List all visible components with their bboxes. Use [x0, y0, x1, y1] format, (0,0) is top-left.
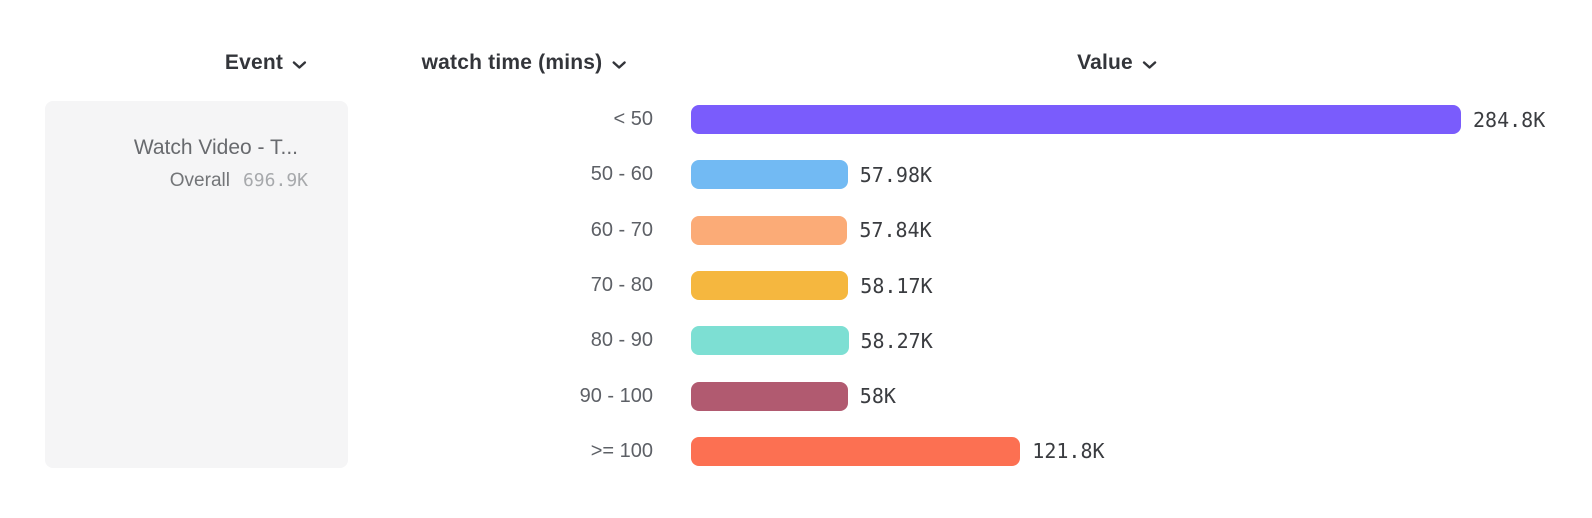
value-label: 58.17K	[860, 273, 933, 298]
category-label: 80 - 90	[590, 329, 653, 352]
bar-row: 90 - 100 58K	[0, 368, 1592, 423]
category-label: 70 - 80	[590, 274, 653, 297]
value-label: 284.8K	[1473, 107, 1546, 132]
category-label: >= 100	[590, 439, 653, 462]
column-header-event[interactable]: Event	[225, 48, 307, 78]
event-name: Watch Video - T...	[133, 136, 298, 159]
column-header-event-label: Event	[224, 51, 284, 74]
bar[interactable]	[691, 160, 848, 190]
bar-row: 50 - 60 57.98K	[0, 147, 1592, 202]
chevron-down-icon	[1142, 60, 1157, 70]
bar[interactable]	[691, 436, 1021, 466]
value-label: 58K	[859, 384, 896, 409]
bar-rows: < 50 284.8K 50 - 60 57.98K 60 - 70 57.84…	[0, 92, 1592, 479]
bar[interactable]	[691, 215, 848, 245]
bar[interactable]	[691, 381, 848, 411]
category-label: 60 - 70	[590, 218, 653, 241]
overall-label: Overall	[169, 170, 230, 191]
bar-row: 60 - 70 57.84K	[0, 203, 1592, 258]
bar[interactable]	[691, 105, 1461, 135]
column-header-breakdown[interactable]: watch time (mins)	[422, 48, 627, 78]
column-header-value-label: Value	[1077, 51, 1133, 74]
category-label: 90 - 100	[579, 384, 653, 407]
bar-row: 70 - 80 58.17K	[0, 258, 1592, 313]
chevron-down-icon	[611, 60, 626, 70]
value-label: 57.84K	[859, 218, 932, 243]
column-header-value[interactable]: Value	[1077, 48, 1157, 78]
overall-value: 696.9K	[242, 170, 308, 191]
bar-row: 80 - 90 58.27K	[0, 313, 1592, 368]
bar[interactable]	[691, 271, 849, 301]
value-label: 58.27K	[860, 328, 933, 353]
bar[interactable]	[691, 326, 849, 356]
column-header-breakdown-label: watch time (mins)	[421, 51, 603, 74]
value-label: 121.8K	[1032, 439, 1105, 464]
category-label: < 50	[613, 108, 653, 131]
event-legend-card[interactable]: Watch Video - T... Overall 696.9K	[45, 101, 348, 468]
chevron-down-icon	[292, 60, 307, 70]
category-label: 50 - 60	[590, 163, 653, 186]
bar-row: >= 100 121.8K	[0, 424, 1592, 479]
event-overall-row: Overall 696.9K	[45, 168, 308, 194]
value-label: 57.98K	[859, 162, 933, 187]
bar-row: < 50 284.8K	[0, 92, 1592, 147]
